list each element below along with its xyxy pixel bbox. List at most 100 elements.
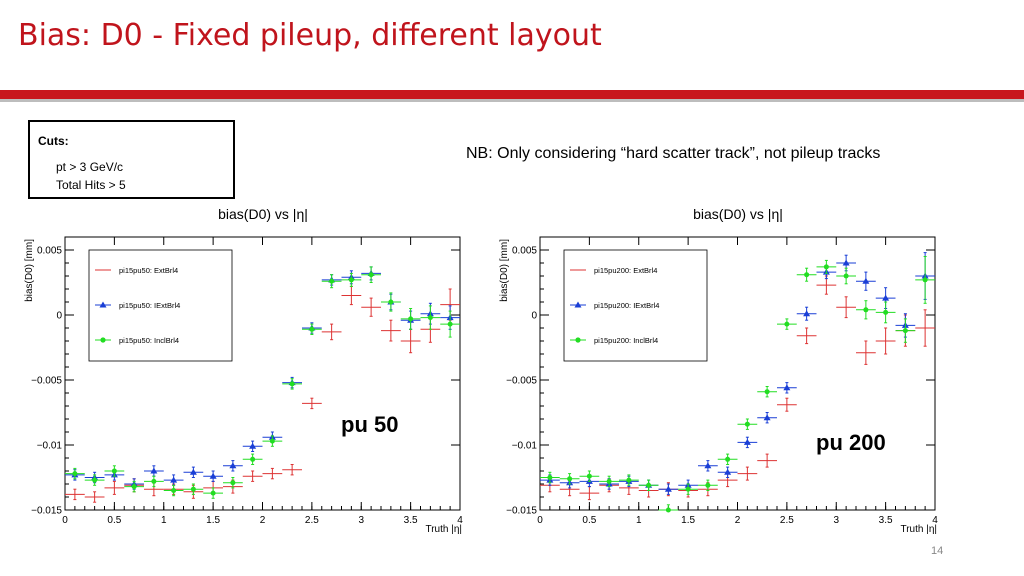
chart-title: bias(D0) vs |η|: [218, 206, 308, 222]
x-tick-label: 2.5: [305, 515, 319, 526]
x-tick-label: 1: [636, 515, 642, 526]
x-tick-label: 1.5: [681, 515, 695, 526]
legend-circle-marker: [575, 337, 581, 343]
slide-title: Bias: D0 - Fixed pileup, different layou…: [18, 18, 602, 53]
data-point-circle: [230, 480, 236, 486]
x-tick-label: 4: [457, 515, 463, 526]
legend-label: pi15pu200: IExtBrl4: [594, 301, 659, 310]
data-point-circle: [843, 273, 849, 279]
x-tick-label: 2.5: [780, 515, 794, 526]
y-tick-label: 0.005: [37, 246, 62, 257]
data-point-triangle: [724, 468, 732, 475]
data-point-circle: [368, 272, 374, 278]
legend-label: pi15pu50: ExtBrl4: [119, 266, 178, 275]
data-point-triangle: [743, 438, 751, 445]
slide-number: 14: [931, 545, 944, 557]
y-tick-label: −0.005: [31, 376, 62, 387]
x-tick-label: 3: [358, 515, 364, 526]
data-point-circle: [151, 478, 157, 484]
y-axis-label: bias(D0) [mm]: [499, 239, 510, 302]
y-tick-label: −0.01: [512, 441, 538, 452]
x-tick-label: 0.5: [107, 515, 121, 526]
data-point-circle: [606, 478, 612, 484]
x-axis-label: Truth |η|: [425, 524, 462, 535]
data-point-triangle: [150, 467, 158, 474]
cut-total-hits: Total Hits > 5: [56, 178, 126, 192]
data-point-circle: [131, 484, 137, 490]
y-tick-label: −0.015: [31, 506, 62, 517]
y-tick-label: 0: [531, 311, 537, 322]
data-point-circle: [250, 456, 256, 462]
x-tick-label: 2: [735, 515, 741, 526]
legend-label: pi15pu200: ExtBrl4: [594, 266, 657, 275]
data-point-triangle: [189, 468, 197, 475]
data-point-circle: [784, 321, 790, 327]
data-point-circle: [72, 471, 78, 477]
data-point-circle: [626, 477, 632, 483]
title-rule-shadow: [0, 99, 1024, 102]
title-rule: [0, 90, 1024, 99]
data-point-circle: [705, 482, 711, 488]
data-point-circle: [427, 315, 433, 321]
data-point-circle: [764, 389, 770, 395]
x-tick-label: 3.5: [404, 515, 418, 526]
data-point-circle: [92, 477, 98, 483]
data-point-circle: [665, 507, 671, 513]
cut-pt: pt > 3 GeV/c: [56, 160, 124, 174]
data-point-circle: [348, 277, 354, 283]
legend-label: pi15pu50: IExtBrl4: [119, 301, 180, 310]
x-tick-label: 1.5: [206, 515, 220, 526]
x-tick-label: 3.5: [879, 515, 893, 526]
data-point-circle: [586, 473, 592, 479]
x-tick-label: 3: [833, 515, 839, 526]
data-point-triangle: [803, 310, 811, 317]
data-point-circle: [725, 456, 731, 462]
pileup-annotation: pu 50: [341, 412, 398, 437]
data-point-circle: [329, 278, 335, 284]
note-text: NB: Only considering “hard scatter track…: [466, 145, 881, 162]
legend-label: pi15pu200: InclBrl4: [594, 336, 658, 345]
legend-triangle-marker: [99, 301, 107, 308]
data-point-circle: [863, 307, 869, 313]
legend-triangle-marker: [574, 301, 582, 308]
data-point-circle: [547, 475, 553, 480]
data-point-triangle: [842, 259, 850, 266]
data-point-circle: [823, 264, 829, 270]
data-point-circle: [408, 316, 414, 322]
data-point-circle: [388, 299, 394, 305]
cuts-title: Cuts:: [38, 134, 69, 148]
data-point-circle: [171, 488, 177, 493]
pileup-annotation: pu 200: [816, 430, 886, 455]
data-point-circle: [269, 438, 275, 444]
x-tick-label: 2: [260, 515, 266, 526]
y-tick-label: 0: [56, 311, 62, 322]
data-point-triangle: [862, 277, 870, 284]
legend-circle-marker: [100, 337, 106, 343]
data-point-circle: [804, 272, 810, 278]
data-point-triangle: [763, 414, 771, 421]
data-point-circle: [646, 482, 652, 488]
data-point-circle: [190, 486, 196, 492]
data-point-circle: [111, 468, 117, 474]
legend-box: [563, 249, 708, 362]
x-tick-label: 4: [932, 515, 938, 526]
y-tick-label: −0.015: [506, 506, 537, 517]
data-point-circle: [210, 490, 216, 496]
data-point-triangle: [882, 294, 890, 301]
data-point-circle: [685, 486, 691, 492]
y-axis-label: bias(D0) [mm]: [24, 239, 35, 302]
data-point-triangle: [229, 462, 237, 469]
data-point-triangle: [170, 476, 178, 483]
y-tick-label: −0.01: [37, 441, 63, 452]
data-point-triangle: [664, 485, 672, 492]
x-tick-label: 0: [537, 515, 543, 526]
data-point-circle: [883, 309, 889, 315]
data-point-circle: [744, 421, 750, 427]
y-tick-label: 0.005: [512, 246, 537, 257]
x-axis-label: Truth |η|: [900, 524, 937, 535]
data-point-triangle: [209, 472, 217, 479]
data-point-circle: [309, 326, 315, 332]
y-tick-label: −0.005: [506, 376, 537, 387]
